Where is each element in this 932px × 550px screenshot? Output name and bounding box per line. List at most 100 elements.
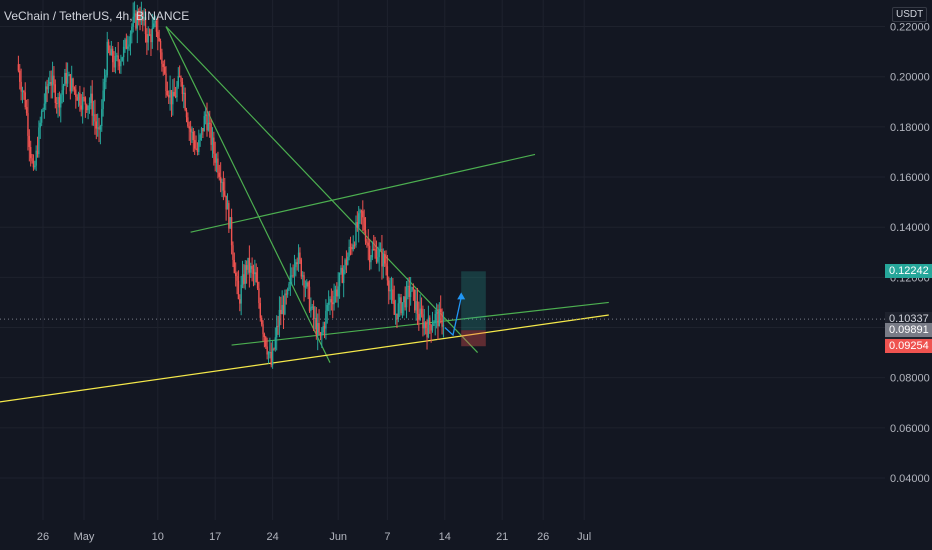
time-tick-label: Jul (577, 531, 591, 543)
candle-body (256, 281, 259, 289)
candle-body (250, 265, 252, 273)
candle-body (163, 66, 166, 74)
candle-body (420, 308, 423, 315)
candle-body (114, 56, 117, 68)
candle-body (244, 265, 246, 284)
candle-body (431, 325, 434, 331)
candle-body (49, 82, 51, 84)
candle-body (433, 323, 435, 326)
candle-body (178, 76, 181, 78)
candle-body (25, 107, 28, 114)
candle-body (248, 257, 251, 273)
candle-body (188, 126, 190, 129)
candle-body (109, 50, 111, 56)
candle-body (404, 296, 406, 308)
candle-body (401, 302, 404, 314)
candle-body (266, 346, 268, 355)
candle-body (394, 313, 397, 315)
candle-body (46, 86, 48, 90)
candle-body (366, 241, 368, 243)
candle-body (185, 110, 188, 118)
candle-body (83, 97, 85, 99)
time-axis-bg (0, 520, 885, 550)
candle-body (241, 274, 244, 285)
candle-body (206, 114, 208, 131)
projection-path (444, 297, 462, 337)
candle-body (304, 286, 307, 288)
candle-body (285, 293, 287, 295)
candle-body (315, 318, 318, 336)
candle-body (96, 127, 99, 129)
time-tick-label: 21 (496, 531, 508, 543)
candle-body (28, 135, 31, 148)
grid (0, 0, 885, 520)
candle-body (341, 267, 343, 283)
candle-body (332, 302, 334, 305)
candle-body (427, 317, 430, 338)
candle-body (34, 165, 36, 168)
candle-body (389, 290, 391, 292)
candle-body (267, 352, 270, 355)
candle-body (293, 267, 296, 276)
candle-body (173, 91, 175, 97)
candle-body (393, 300, 395, 315)
candle-body (47, 83, 50, 90)
candle-body (65, 72, 67, 84)
stop-price-tag: 0.09254 (885, 339, 932, 354)
candle-body (265, 337, 267, 347)
loss-zone (461, 330, 486, 347)
candle-body (213, 137, 215, 154)
currency-badge[interactable]: USDT (892, 7, 928, 22)
candle-body (299, 252, 301, 260)
candle-body (430, 324, 432, 331)
candle-body (204, 114, 207, 117)
candle-body (172, 91, 174, 105)
candle-body (192, 131, 195, 141)
candle-body (289, 275, 292, 284)
candle-body (377, 257, 379, 262)
candle-body (340, 267, 342, 273)
candle-body (348, 246, 350, 257)
candle-body (58, 97, 61, 108)
candle-body (154, 20, 156, 24)
candle-body (263, 334, 266, 338)
candle-body (76, 96, 78, 101)
candle-body (88, 103, 91, 106)
candle-body (40, 111, 43, 123)
candle-body (72, 78, 74, 88)
candle-body (442, 324, 445, 327)
candle-body (128, 44, 130, 47)
candle-body (236, 276, 238, 281)
candle-body (344, 259, 346, 270)
candle-body (176, 86, 178, 98)
candle-body (84, 97, 87, 105)
candle-body (382, 254, 384, 267)
candle-body (360, 210, 363, 212)
time-tick-label: May (74, 531, 95, 543)
candle-body (131, 26, 133, 34)
candle-body (99, 125, 102, 130)
candle-body (362, 211, 364, 218)
candle-body (426, 328, 428, 338)
candle-body (280, 309, 282, 315)
candle-body (329, 299, 331, 303)
trendline-descending-steep (165, 26, 331, 363)
candle-body (314, 318, 316, 320)
candle-body (151, 27, 154, 43)
candle-body (210, 123, 212, 145)
candle-body (165, 73, 167, 91)
trendline-channel-lower (231, 301, 609, 346)
candle-body (146, 34, 148, 43)
candle-body (359, 210, 361, 214)
candle-body (71, 78, 73, 92)
candle-body (32, 161, 35, 168)
candle-body (103, 82, 106, 91)
candle-body (371, 249, 374, 258)
trendline-channel-upper (190, 153, 536, 233)
candle-body (90, 93, 92, 104)
candle-body (161, 52, 163, 64)
candle-body (194, 140, 196, 149)
candle-body (207, 122, 210, 131)
candle-body (118, 61, 121, 67)
